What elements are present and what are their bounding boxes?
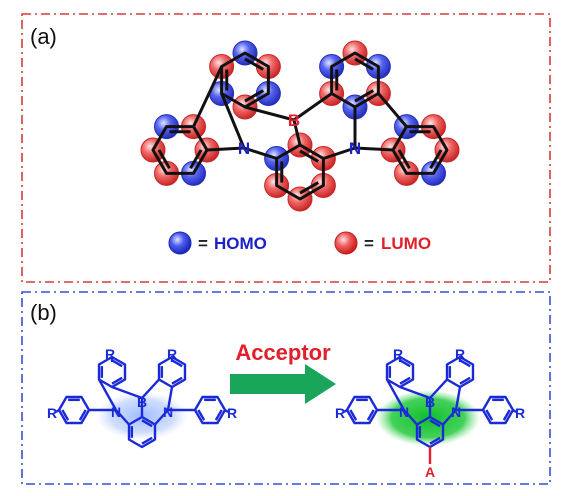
right-r-top-right: R (455, 346, 465, 362)
bondsBL-ring-top-left-double-bond (111, 376, 123, 385)
bondsBR-ring-outer-right-double-bond (485, 409, 494, 421)
right-r-left: R (335, 405, 345, 421)
bond-carbazole-right (377, 92, 408, 128)
panel-b-label: (b) (30, 300, 57, 325)
ring-a-bottom-center-double-bond (299, 181, 319, 195)
acceptor-label: Acceptor (235, 340, 331, 365)
bondsBL-ring-top-right-double-bond (171, 359, 183, 368)
bond-n-left-top (220, 92, 246, 149)
legend-lumo-label: LUMO (381, 234, 431, 253)
legend-equals-lumo: = (364, 234, 374, 253)
right-acceptor-a: A (425, 464, 435, 480)
legend-homo-label: HOMO (214, 234, 267, 253)
bondsBR-bond-r-left (343, 409, 348, 413)
left-r-top-right: R (167, 346, 177, 362)
bondsBR-ring-bottom-double-bond (429, 436, 441, 445)
left-r-left: R (47, 405, 57, 421)
bondsBR-ring-bottom-double-bond (429, 419, 441, 428)
left-atom-n2: N (163, 404, 173, 420)
bondsBR-ring-top-left-double-bond (399, 376, 411, 385)
panel-a-frame (21, 13, 551, 283)
left-r-top-left: R (105, 346, 115, 362)
bondsBR-bond-nl-top (385, 378, 406, 411)
bond-b-top-left (244, 105, 295, 122)
molecule-b-right-bonds (343, 355, 517, 464)
right-atom-n1: N (399, 404, 409, 420)
right-r-right: R (515, 405, 525, 421)
ring-a-top-right-double-bond (354, 89, 374, 103)
ring-a-top-left-double-bond (244, 57, 264, 71)
right-r-top-left: R (393, 346, 403, 362)
legend: = HOMO = LUMO (168, 231, 431, 255)
homo-legend-icon (168, 231, 192, 255)
bondsBL-ring-outer-left-double-bond (78, 409, 87, 421)
left-atom-n1: N (111, 404, 121, 420)
bondsBR-ring-top-left-double-bond (399, 359, 411, 368)
bondsBL-ring-top-right-double-bond (171, 376, 183, 385)
bondsBL-ring-bottom-double-bond (141, 436, 153, 445)
lumo-legend-icon (334, 231, 358, 255)
bond-b-bottom (292, 119, 302, 146)
bondsBL-bond-nr-top (166, 386, 174, 411)
ring-a-outer-right-double-bond (429, 149, 443, 169)
right-atom-b: B (425, 394, 435, 410)
atom-n-right-label: N (349, 139, 361, 158)
bondsBL-ring-outer-right-double-bond (214, 409, 223, 421)
molecule-a-bonds (151, 51, 449, 201)
bondsBR-bond-nr-top (454, 386, 462, 411)
left-r-right: R (227, 405, 237, 421)
bond-n-right-outer (354, 146, 394, 152)
ring-a-outer-left-double-bond (157, 149, 171, 169)
bondsBL-bond-nl-top (97, 378, 118, 411)
bondsBR-ring-top-right-double-bond (459, 376, 471, 385)
reaction-arrow-icon (230, 364, 336, 404)
bondsBL-bond-b-right (141, 378, 160, 399)
right-atom-n2: N (451, 404, 461, 420)
bond-n-right-bottom (322, 146, 356, 160)
bondsBR-bond-nr-bottom (442, 409, 457, 426)
bondsBR-bond-b-left (399, 385, 431, 400)
bondsBL-bond-r-left (55, 409, 60, 413)
molecule-b-left-bonds (55, 355, 229, 449)
bondsBR-ring-outer-right-double-bond (502, 409, 511, 421)
panel-b-frame (21, 291, 551, 485)
atom-n-left-label: N (238, 139, 250, 158)
atom-b-label: B (288, 111, 300, 130)
bondsBR-ring-outer-left-double-bond (349, 409, 358, 421)
bondsBL-ring-bottom-double-bond (141, 419, 153, 428)
ring-a-top-right-double-bond (354, 57, 374, 71)
bondsBL-bond-b-left (111, 385, 143, 400)
bond-n-left-bottom (243, 146, 278, 160)
bondsBL-ring-top-left-double-bond (111, 359, 123, 368)
bondsBL-ring-outer-left-double-bond (61, 409, 70, 421)
ring-a-outer-right-double-bond (397, 149, 411, 169)
bond-n-left-outer (206, 146, 245, 152)
legend-equals-homo: = (198, 234, 208, 253)
bondsBR-ring-outer-left-double-bond (366, 409, 375, 421)
bondsBL-bond-nr-bottom (154, 409, 169, 426)
ring-a-bottom-center-double-bond (299, 149, 319, 163)
left-atom-b: B (137, 394, 147, 410)
bondsBL-bond-r-right (224, 409, 229, 413)
ring-a-top-left-double-bond (244, 89, 264, 103)
bondsBR-bond-r-right (512, 409, 517, 413)
panel-a-label: (a) (30, 24, 57, 49)
bondsBL-bond-nl-bottom (115, 409, 130, 426)
bondsBR-bond-nl-bottom (403, 409, 418, 426)
bondsBR-ring-top-right-double-bond (459, 359, 471, 368)
bondsBL-ring-outer-right-double-bond (197, 409, 206, 421)
bond-b-top-right (293, 92, 333, 122)
bond-carbazole-left (192, 65, 223, 128)
bondsBR-bond-b-right (429, 378, 448, 399)
ring-a-outer-left-double-bond (189, 149, 203, 169)
